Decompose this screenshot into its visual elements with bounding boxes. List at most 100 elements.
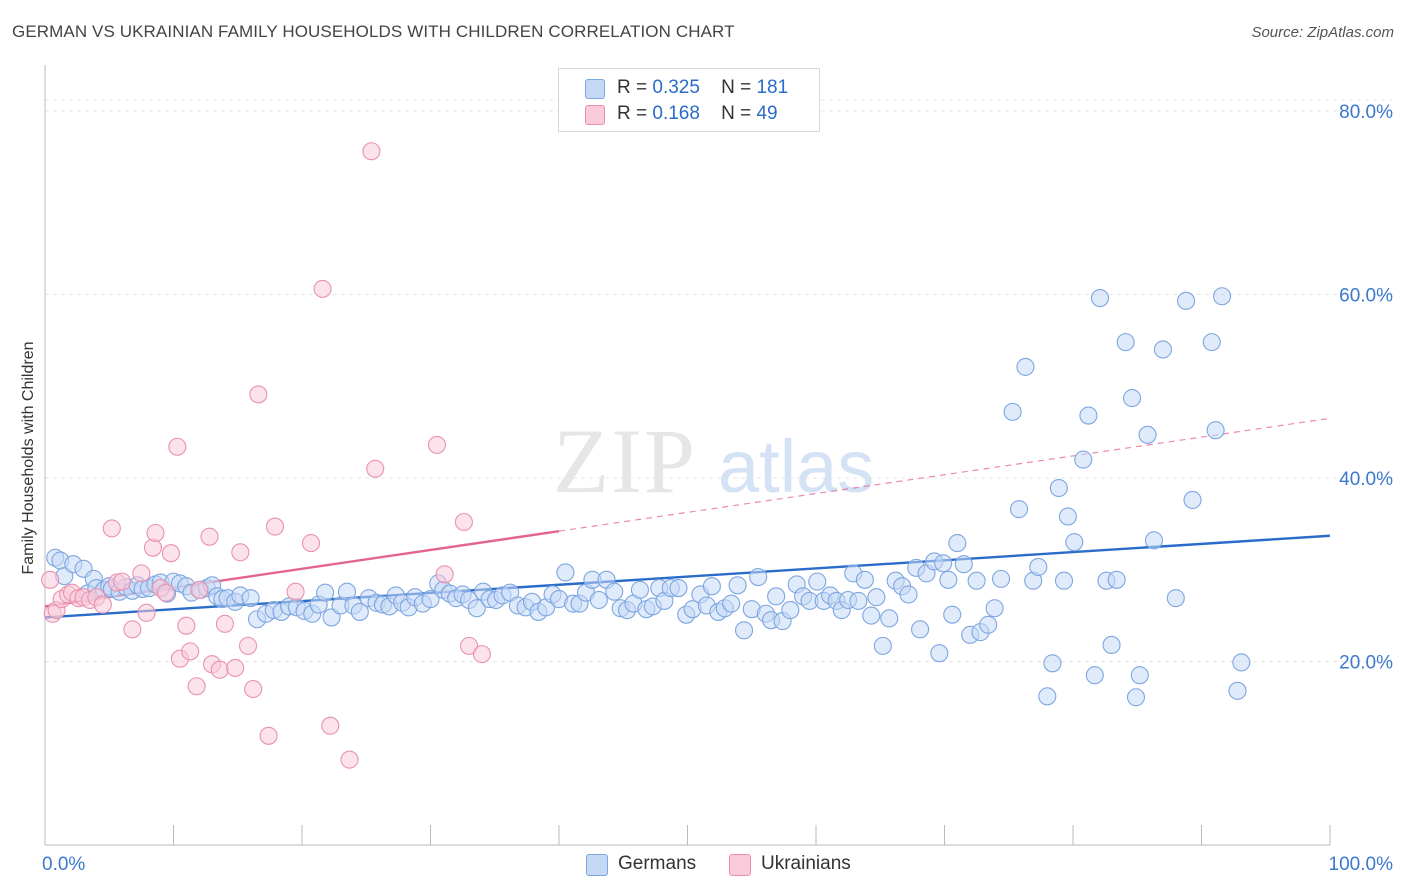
germans-point (556, 563, 575, 582)
ukrainians-point (113, 572, 132, 591)
germans-point (589, 590, 608, 610)
ukrainians-r-label: R = (617, 103, 648, 124)
watermark-zip: ZIP (553, 410, 697, 512)
germans-point (1049, 478, 1068, 498)
germans-point (867, 588, 886, 607)
germans-point (943, 605, 962, 624)
germans-swatch (585, 79, 605, 99)
germans-point (734, 621, 754, 640)
stats-legend: R = 0.325 N = 181 R = 0.168 N = 49 (558, 68, 820, 132)
x-tick-label: 0.0% (42, 854, 85, 875)
legend-item-germans[interactable]: Germans (586, 852, 716, 876)
ukrainians-point (132, 564, 151, 583)
germans-point (880, 609, 899, 628)
legend-ukrainians-swatch (729, 854, 751, 876)
ukrainians-point (427, 435, 446, 454)
germans-point (1123, 389, 1142, 408)
germans-point (1038, 687, 1057, 706)
ukrainians-point (187, 677, 206, 696)
y-tick-label: 60.0% (1339, 285, 1393, 306)
ukrainians-point (215, 614, 234, 633)
tick-labels: 20.0% 40.0% 60.0% 80.0% 0.0% 100.0% (42, 102, 1393, 875)
legend-germans-label: Germans (618, 853, 697, 874)
ukrainians-point (472, 645, 491, 664)
ukrainians-point (93, 595, 112, 614)
germans-point (899, 585, 918, 604)
germans-point (722, 594, 741, 613)
germans-point (316, 583, 335, 602)
ukrainians-point (168, 437, 187, 456)
germans-point (421, 590, 440, 609)
ukrainians-point (231, 543, 250, 562)
legend-germans-swatch (586, 854, 608, 876)
stats-legend-row-germans: R = 0.325 N = 181 (559, 75, 819, 101)
ukrainians-point (226, 658, 245, 677)
ukrainians-point (210, 660, 229, 679)
watermark-atlas: atlas (718, 425, 874, 508)
ukrainians-point (366, 459, 385, 478)
ukrainians-point (259, 726, 278, 745)
ukrainians-point (146, 523, 165, 543)
watermark: ZIP atlas (553, 410, 874, 512)
germans-point (1206, 421, 1225, 440)
axes (44, 65, 1331, 846)
germans-point (1090, 289, 1110, 308)
germans-point (1016, 357, 1035, 376)
germans-point (1054, 571, 1074, 590)
ukrainians-point (181, 642, 200, 661)
ukrainians-n-label: N = (721, 103, 752, 124)
legend-item-ukrainians[interactable]: Ukrainians (729, 852, 879, 876)
germans-point (241, 589, 260, 608)
germans-point (1166, 589, 1185, 608)
germans-point (1138, 425, 1157, 444)
germans-point (767, 587, 786, 606)
germans-point (1102, 635, 1121, 655)
germans-point (630, 580, 650, 599)
ukrainians-point (454, 512, 473, 532)
ukrainians-point (301, 534, 321, 553)
germans-point (1065, 533, 1084, 552)
germans-point (979, 615, 998, 634)
germans-point (1183, 490, 1202, 510)
germans-stats: R = 0.325 N = 181 (617, 77, 788, 99)
chart-title: GERMAN VS UKRAINIAN FAMILY HOUSEHOLDS WI… (12, 22, 735, 41)
ukrainians-point (238, 636, 258, 655)
germans-point (1213, 287, 1232, 306)
x-tick-label: 100.0% (1329, 854, 1394, 875)
germans-point (749, 567, 768, 587)
germans-point (930, 644, 949, 663)
germans-point (1228, 681, 1247, 700)
ukrainians-point (286, 582, 305, 601)
ukrainians-point (249, 385, 268, 404)
germans-point (954, 555, 973, 574)
germans-point (1177, 291, 1196, 310)
germans-point (934, 554, 953, 573)
chart-source: Source: ZipAtlas.com (1251, 24, 1394, 41)
ukrainians-point (123, 620, 142, 639)
germans-r-label: R = (617, 77, 648, 98)
ukrainians-r-value: 0.168 (652, 103, 700, 124)
ukrainians-n-value: 49 (756, 103, 778, 124)
stats-legend-row-ukrainians: R = 0.168 N = 49 (559, 101, 819, 127)
ukrainians-point (102, 519, 121, 538)
germans-point (1144, 531, 1164, 550)
ukrainians-swatch (585, 105, 605, 125)
germans-point (849, 591, 868, 610)
germans-point (855, 570, 874, 589)
germans-point (605, 582, 624, 601)
germans-point (669, 579, 688, 598)
ukrainians-point (143, 538, 162, 557)
germans-point (862, 606, 881, 625)
germans-point (1043, 654, 1062, 673)
germans-point (350, 602, 369, 621)
ukrainians-trendline-extension (558, 417, 1331, 532)
germans-n-label: N = (721, 77, 752, 98)
y-axis-label: Family Households with Children (20, 342, 37, 575)
germans-point (1058, 507, 1077, 526)
germans-point (985, 599, 1004, 618)
data-points (41, 142, 1251, 769)
legend-ukrainians-label: Ukrainians (761, 853, 851, 874)
ukrainians-point (313, 279, 332, 298)
germans-point (991, 569, 1011, 588)
